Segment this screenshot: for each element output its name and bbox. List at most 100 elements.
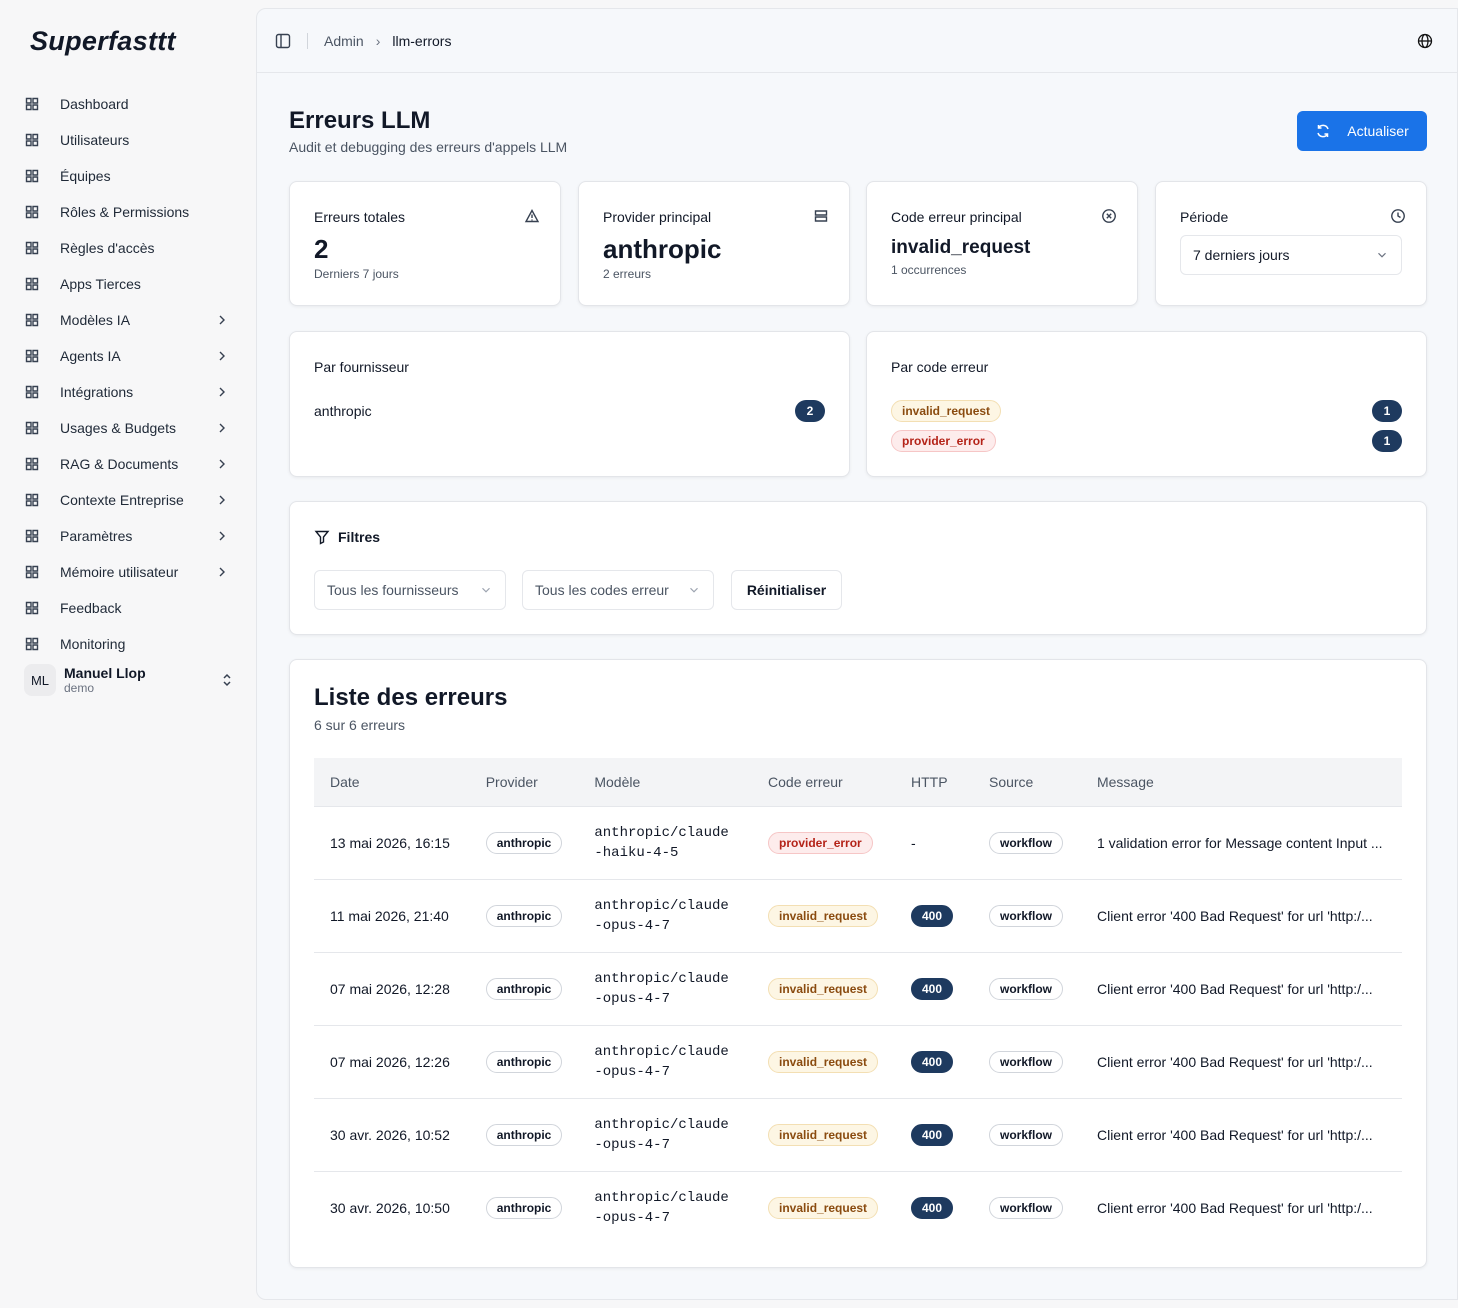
count-badge: 1 [1372, 400, 1402, 422]
nav-item[interactable]: Règles d'accès [16, 230, 240, 266]
period-select[interactable]: 7 derniers jours [1180, 235, 1402, 275]
nav-label: Contexte Entreprise [60, 492, 184, 508]
nav-icon [24, 420, 50, 436]
nav-chevron-svg [219, 423, 225, 433]
cell: Client error '400 Bad Request' for url '… [1080, 878, 1402, 952]
error-row[interactable]: 13 mai 2026, 16:15 anthropic anthropic/cla… [314, 805, 1402, 879]
error-row[interactable]: 07 mai 2026, 12:26 anthropic anthropic/cla… [314, 1024, 1402, 1098]
cell: workflow [972, 1170, 1081, 1244]
list-title: Liste des erreurs [314, 684, 508, 711]
errors-table: Date Provider Modèle Code erreur HTTP Source M… [314, 758, 1402, 1244]
source-pill: workflow [988, 1050, 1063, 1073]
code-pill: invalid_request [768, 904, 879, 927]
nav-item[interactable]: Intégrations [16, 374, 240, 410]
nav-item[interactable]: Modèles IA [16, 302, 240, 338]
cell: workflow [972, 878, 1081, 952]
period-card: Période 7 derniers jours [1155, 181, 1427, 306]
nav-icon-svg [25, 133, 39, 147]
source-pill: workflow [988, 977, 1063, 1000]
nav-icon-svg [25, 385, 39, 399]
nav-item[interactable]: Usages & Budgets [16, 410, 240, 446]
nav-item[interactable]: Monitoring [16, 626, 240, 652]
breadcrumb-link[interactable]: Admin [324, 32, 364, 49]
http-badge: 400 [911, 1196, 954, 1219]
refresh-label: Actualiser [1347, 123, 1409, 139]
cell: Client error '400 Bad Request' for url '… [1080, 951, 1402, 1025]
cell: workflow [972, 1024, 1081, 1098]
nav-label: Monitoring [60, 636, 126, 652]
language-button[interactable] [1417, 33, 1433, 49]
nav-item[interactable]: Apps Tierces [16, 266, 240, 302]
nav-icon-svg [25, 241, 39, 255]
cell: anthropic/claude-haiku-4-5 [578, 805, 753, 879]
nav-icon [24, 528, 50, 544]
brand[interactable]: Superfasttt [30, 26, 176, 56]
error-row[interactable]: 11 mai 2026, 21:40 anthropic anthropic/cla… [314, 878, 1402, 952]
stat-icon [1101, 208, 1117, 224]
filter-select[interactable]: Tous les codes erreur [522, 570, 714, 610]
cell: 30 avr. 2026, 10:52 [314, 1097, 470, 1171]
stat-value: anthropic [603, 234, 722, 264]
column-header: Provider [469, 758, 579, 806]
stat-label: Code erreur principal [891, 209, 1022, 225]
stat-value: invalid_request [891, 237, 1031, 258]
nav-item[interactable]: Paramètres [16, 518, 240, 554]
source-pill: workflow [988, 1196, 1063, 1219]
nav-item[interactable]: Utilisateurs [16, 122, 240, 158]
error-row[interactable]: 30 avr. 2026, 10:50 anthropic anthropic/cl… [314, 1170, 1402, 1244]
nav-icon-svg [25, 601, 39, 615]
model: anthropic/claude-opus-4-7 [594, 897, 729, 934]
nav-chevron-svg [219, 315, 225, 325]
topbar: Admin › llm-errors [257, 9, 1457, 73]
nav-label: Apps Tierces [60, 276, 141, 292]
sidebar-toggle[interactable] [275, 33, 291, 49]
nav-item[interactable]: Équipes [16, 158, 240, 194]
provider-pill: anthropic [485, 1196, 563, 1219]
nav-item[interactable]: Dashboard [16, 86, 240, 122]
breakdown-title: Par fournisseur [314, 359, 409, 375]
cell: Client error '400 Bad Request' for url '… [1080, 1024, 1402, 1098]
nav-label: Modèles IA [60, 312, 131, 328]
stat-note: Derniers 7 jours [314, 267, 399, 281]
nav-icon [24, 96, 50, 112]
user-menu[interactable]: ML Manuel Llop demo [24, 662, 234, 698]
nav-icon-svg [25, 493, 39, 507]
source-pill: workflow [988, 1123, 1063, 1146]
nav-item[interactable]: RAG & Documents [16, 446, 240, 482]
model: anthropic/claude-opus-4-7 [594, 1043, 729, 1080]
nav-label: RAG & Documents [60, 456, 179, 472]
column-header: Date [314, 758, 470, 806]
reset-button[interactable]: Réinitialiser [731, 570, 842, 610]
cell: anthropic [469, 1170, 579, 1244]
error-row[interactable]: 30 avr. 2026, 10:52 anthropic anthropic/cl… [314, 1097, 1402, 1171]
stat-icon [524, 208, 540, 224]
provider-name: anthropic [314, 403, 372, 419]
provider-pill: anthropic [485, 1050, 563, 1073]
nav-icon-svg [25, 565, 39, 579]
refresh-button[interactable]: Actualiser [1297, 111, 1427, 151]
error-row[interactable]: 07 mai 2026, 12:28 anthropic anthropic/cla… [314, 951, 1402, 1025]
provider-pill: anthropic [485, 977, 563, 1000]
stat-value: 2 [314, 234, 329, 264]
nav-item[interactable]: Agents IA [16, 338, 240, 374]
cell: workflow [972, 951, 1081, 1025]
code-pill: invalid_request [768, 977, 879, 1000]
cell: 13 mai 2026, 16:15 [314, 805, 470, 879]
nav-icon-svg [25, 529, 39, 543]
message: Client error '400 Bad Request' for url '… [1096, 1126, 1373, 1143]
nav: Dashboard Utilisateurs Équipes Rôles & Perm… [16, 86, 240, 652]
nav-item[interactable]: Mémoire utilisateur [16, 554, 240, 590]
nav-label: Feedback [60, 600, 122, 616]
nav-chevron [214, 312, 240, 328]
nav-item[interactable]: Feedback [16, 590, 240, 626]
model: anthropic/claude-opus-4-7 [594, 970, 729, 1007]
date: 11 mai 2026, 21:40 [330, 907, 449, 924]
nav-label: Paramètres [60, 528, 133, 544]
filter-select[interactable]: Tous les fournisseurs [314, 570, 506, 610]
cell: provider_error [752, 805, 895, 879]
nav-chevron-svg [219, 387, 225, 397]
provider-breakdown: Par fournisseur anthropic 2 [289, 331, 850, 477]
nav-item[interactable]: Contexte Entreprise [16, 482, 240, 518]
user-role: demo [64, 681, 95, 695]
nav-item[interactable]: Rôles & Permissions [16, 194, 240, 230]
